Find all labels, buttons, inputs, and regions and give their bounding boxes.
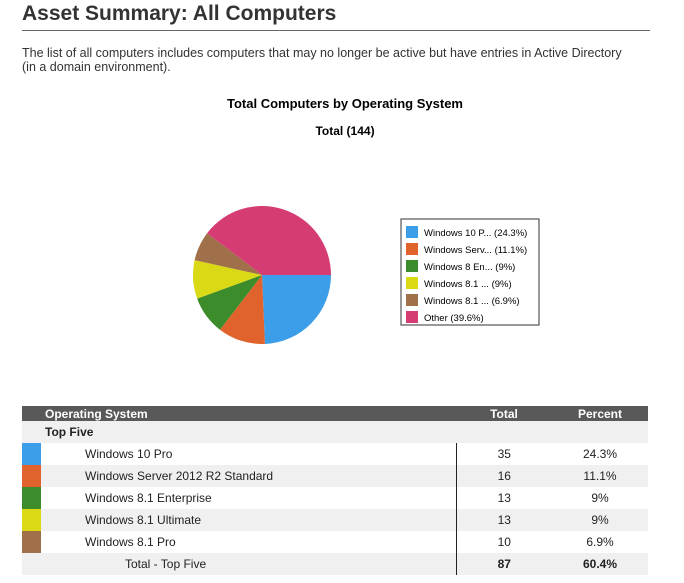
legend-swatch bbox=[406, 226, 418, 238]
pie-slice bbox=[194, 233, 262, 275]
color-swatch bbox=[22, 465, 41, 487]
os-name: Windows Server 2012 R2 Standard bbox=[41, 465, 457, 487]
group-row: Top Five bbox=[22, 421, 648, 443]
legend-swatch bbox=[406, 294, 418, 306]
os-name: Windows 8.1 Ultimate bbox=[41, 509, 457, 531]
legend-swatch bbox=[406, 311, 418, 323]
column-header: Operating System bbox=[22, 406, 456, 421]
table-row: Windows 10 Pro 35 24.3% bbox=[22, 443, 648, 465]
total-cell: 13 bbox=[456, 509, 552, 531]
total-cell: 87 bbox=[456, 553, 552, 575]
legend-swatch bbox=[406, 260, 418, 272]
chart-subtitle: Total (144) bbox=[315, 124, 374, 138]
pie-slice bbox=[197, 275, 262, 330]
group-label: Top Five bbox=[22, 421, 648, 443]
percent-cell: 9% bbox=[552, 509, 648, 531]
legend-label: Windows 10 P... (24.3%) bbox=[424, 228, 527, 239]
os-name: Windows 10 Pro bbox=[41, 443, 457, 465]
color-swatch bbox=[22, 487, 41, 509]
table-row: Windows 8.1 Enterprise 13 9% bbox=[22, 487, 648, 509]
legend-box bbox=[400, 218, 540, 326]
percent-cell: 6.9% bbox=[586, 535, 614, 549]
legend-label: Windows 8.1 ... (9%) bbox=[424, 279, 512, 290]
total-cell: 10 bbox=[497, 535, 511, 549]
page-title: Asset Summary: All Computers bbox=[22, 2, 337, 25]
chart-title: Total Computers by Operating System bbox=[227, 96, 463, 111]
legend-swatch bbox=[406, 277, 418, 289]
table-row: Windows 8.1 Ultimate 13 9% bbox=[22, 509, 648, 531]
percent-cell: 60.4% bbox=[552, 553, 648, 575]
legend-label: Windows Serv... (11.1%) bbox=[424, 245, 527, 256]
os-name: Windows 8.1 Enterprise bbox=[41, 487, 457, 509]
total-cell: 35 bbox=[497, 447, 511, 461]
column-header: Total bbox=[456, 406, 552, 421]
os-name: Windows 8.1 Pro bbox=[41, 531, 457, 553]
legend-label: Other (39.6%) bbox=[424, 313, 484, 324]
legend-label: Windows 8 En... (9%) bbox=[424, 262, 515, 273]
total-label: Total - Top Five bbox=[41, 553, 457, 575]
color-swatch bbox=[22, 553, 41, 575]
pie-slice bbox=[192, 260, 262, 299]
pie-slice bbox=[262, 275, 331, 344]
table-row: Windows 8.1 Pro 10 6.9% bbox=[22, 531, 648, 553]
header-row: Operating System Total Percent bbox=[22, 406, 648, 421]
color-swatch bbox=[22, 531, 41, 553]
color-swatch bbox=[22, 443, 41, 465]
total-row: Total - Top Five 87 60.4% bbox=[22, 553, 648, 575]
intro-text: The list of all computers includes compu… bbox=[22, 46, 622, 74]
pie-slice bbox=[207, 206, 331, 275]
title-rule bbox=[22, 30, 650, 31]
total-cell: 16 bbox=[456, 465, 552, 487]
legend-swatch bbox=[406, 243, 418, 255]
column-header: Percent bbox=[552, 406, 648, 421]
color-swatch bbox=[22, 509, 41, 531]
total-cell: 13 bbox=[497, 491, 511, 505]
legend-label: Windows 8.1 ... (6.9%) bbox=[424, 296, 520, 307]
percent-cell: 11.1% bbox=[552, 465, 648, 487]
percent-cell: 24.3% bbox=[582, 447, 618, 461]
table-body: Top Five Windows 10 Pro 35 24.3% Windows Se… bbox=[22, 421, 648, 575]
chart: Total Computers by Operating System Tota… bbox=[192, 96, 540, 344]
pie-slice bbox=[219, 275, 265, 344]
table-row: Windows Server 2012 R2 Standard 16 11.1% bbox=[22, 465, 648, 487]
os-table: Operating System Total Percent Top Five … bbox=[22, 406, 648, 575]
percent-cell: 9% bbox=[591, 491, 609, 505]
